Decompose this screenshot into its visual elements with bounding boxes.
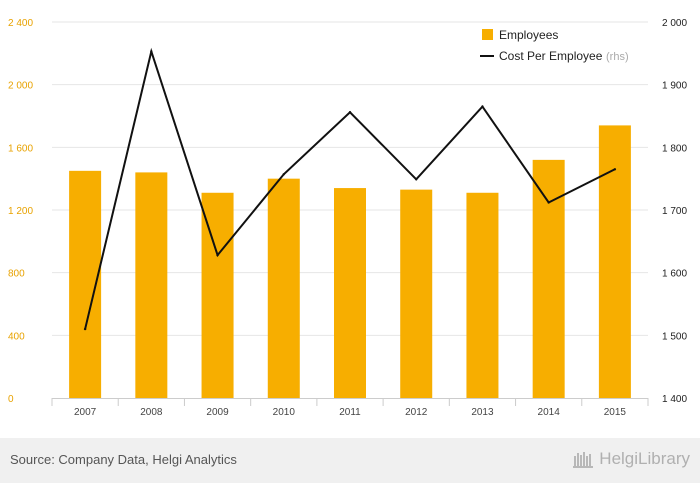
brand-logo[interactable]: HelgiLibrary xyxy=(573,449,690,469)
chart: 0 400 800 1 200 1 600 2 000 2 400 1 400 1 500 1 6… xyxy=(8,18,687,418)
bar-employees xyxy=(400,189,433,398)
x-tick-label: 2007 xyxy=(74,407,97,418)
y-left-tick-label: 1 200 xyxy=(8,206,33,217)
bar-employees xyxy=(598,125,631,399)
point-cost-per-employee xyxy=(150,50,153,53)
point-cost-per-employee xyxy=(282,173,285,176)
x-tick-label: 2015 xyxy=(604,407,627,418)
source-note: Source: Company Data, Helgi Analytics xyxy=(10,452,237,467)
point-cost-per-employee xyxy=(613,168,617,171)
y-left-tick-label: 1 600 xyxy=(8,143,33,154)
y-left-tick-label: 400 xyxy=(8,331,25,342)
x-tick-label: 2010 xyxy=(273,407,296,418)
x-tick-label: 2013 xyxy=(471,407,494,418)
y-right-tick-label: 1 600 xyxy=(662,269,687,280)
point-cost-per-employee xyxy=(348,111,352,114)
legend-swatch-employees xyxy=(482,29,493,40)
point-cost-per-employee xyxy=(481,105,484,108)
y-right-tick-label: 1 800 xyxy=(662,143,687,154)
legend-label-cost-suffix: (rhs) xyxy=(606,51,629,63)
point-cost-per-employee xyxy=(415,178,418,181)
legend-label-employees: Employees xyxy=(499,28,558,42)
bar-employees xyxy=(334,188,366,398)
footer: Source: Company Data, Helgi Analytics He… xyxy=(0,438,700,483)
x-tick-label: 2011 xyxy=(339,407,361,418)
y-right-tick-label: 1 700 xyxy=(662,206,687,217)
y-right-tick-label: 1 500 xyxy=(662,331,687,342)
library-icon xyxy=(573,452,594,468)
x-tick-label: 2008 xyxy=(140,407,163,418)
bar-employees xyxy=(135,172,168,398)
point-cost-per-employee xyxy=(547,201,550,204)
x-tick-label: 2012 xyxy=(405,407,428,418)
y-right-tick-label: 1 900 xyxy=(662,81,687,92)
legend-label-cost: Cost Per Employee xyxy=(499,49,603,63)
x-tick-label: 2009 xyxy=(206,407,229,418)
bar-employees xyxy=(466,192,499,398)
point-cost-per-employee xyxy=(216,253,219,257)
y-left-tick-label: 0 xyxy=(8,394,14,405)
y-left-tick-label: 800 xyxy=(8,269,25,280)
point-cost-per-employee xyxy=(83,327,87,331)
y-right-tick-label: 1 400 xyxy=(662,394,687,405)
x-tick-label: 2014 xyxy=(538,407,561,418)
y-left-tick-label: 2 400 xyxy=(8,18,33,29)
bar-employees xyxy=(532,159,565,398)
bar-employees xyxy=(267,178,300,398)
brand-name: HelgiLibrary xyxy=(599,449,690,468)
y-right-tick-label: 2 000 xyxy=(662,18,687,29)
y-left-tick-label: 2 000 xyxy=(8,81,33,92)
bar-employees xyxy=(201,192,234,398)
